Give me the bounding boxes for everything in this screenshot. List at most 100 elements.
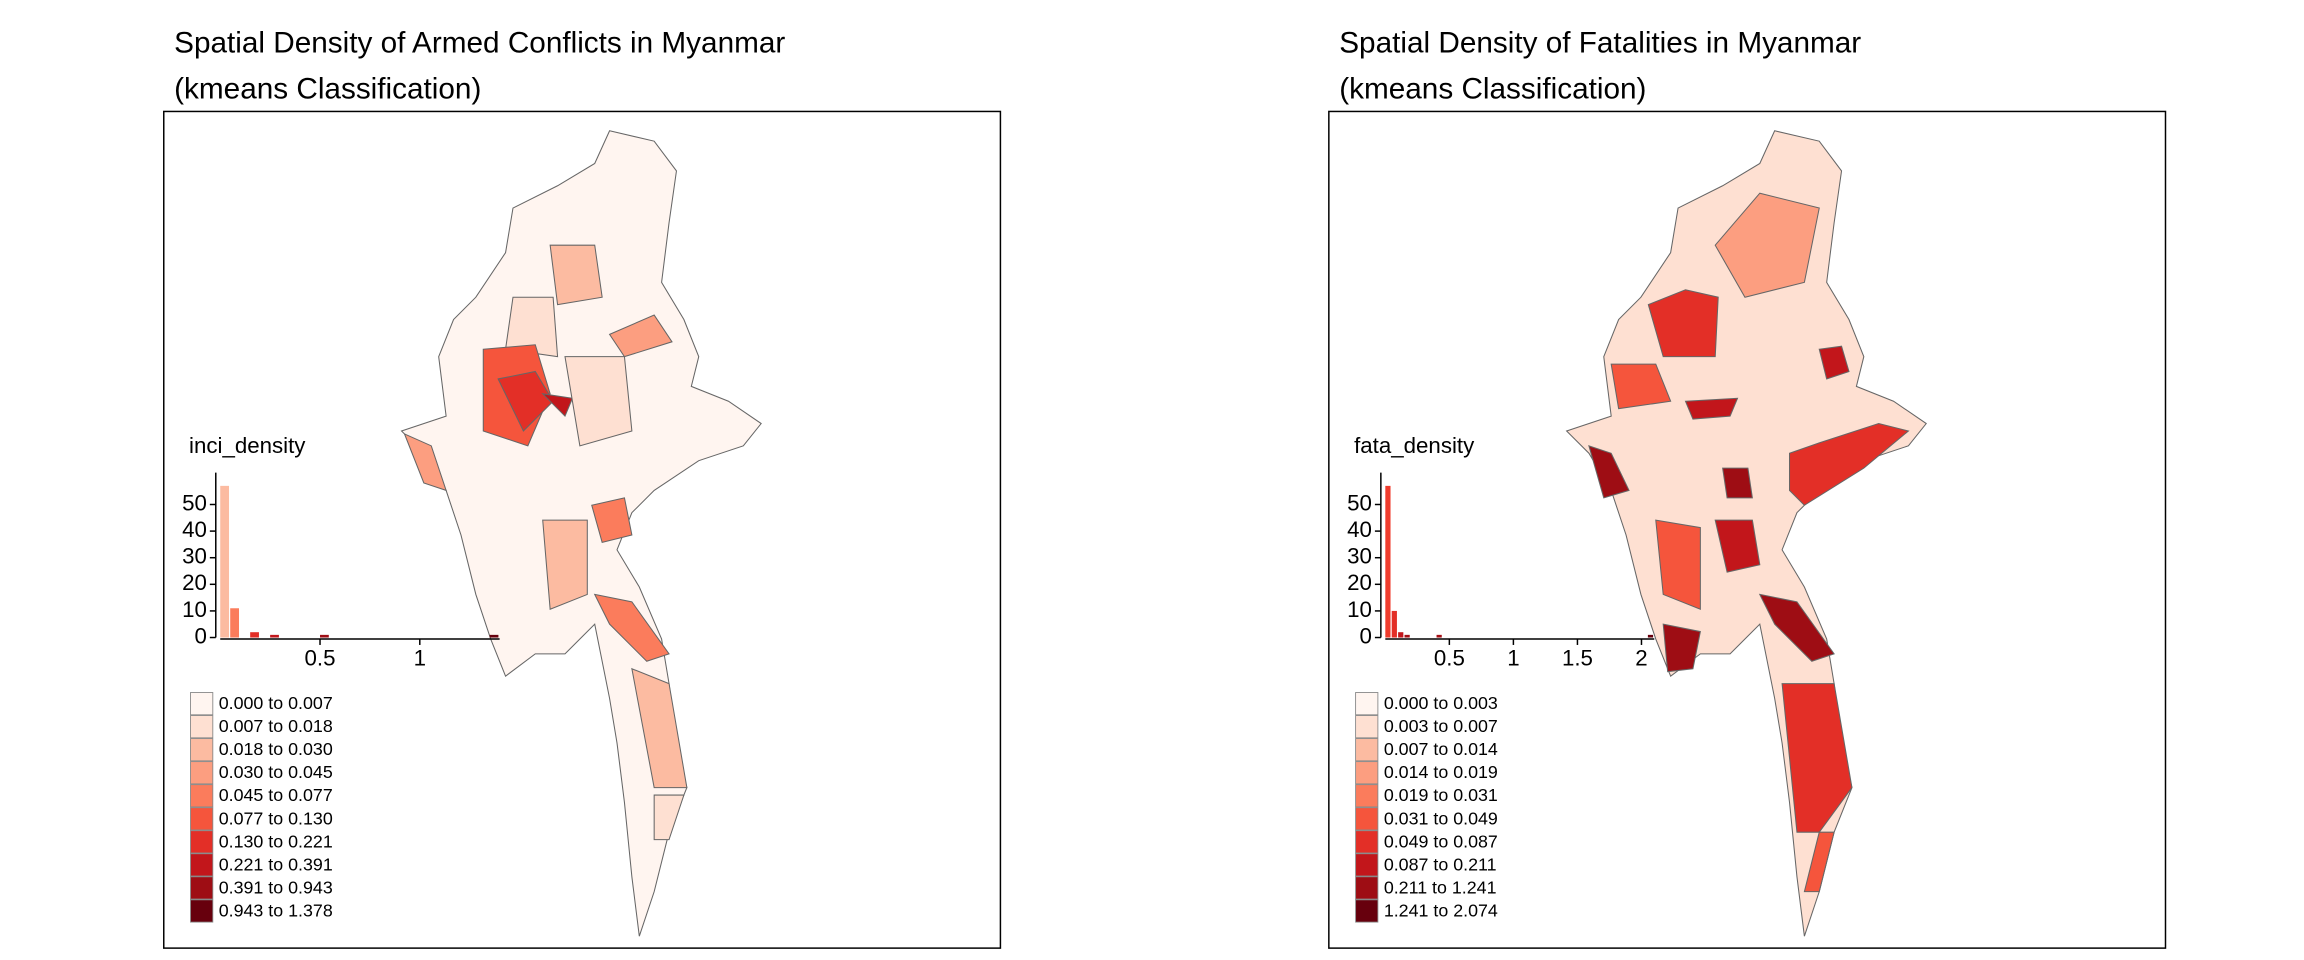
histogram-bar bbox=[1436, 634, 1442, 638]
legend-swatch bbox=[1355, 692, 1379, 716]
map bbox=[400, 130, 762, 937]
panel-frame bbox=[163, 110, 1002, 949]
region bbox=[1781, 683, 1853, 833]
legend-swatch bbox=[1355, 738, 1379, 762]
region bbox=[1647, 289, 1719, 358]
histogram-bar bbox=[270, 634, 279, 638]
legend-swatch bbox=[190, 715, 214, 739]
region bbox=[564, 356, 633, 447]
y-tick-label: 50 bbox=[182, 490, 207, 515]
region bbox=[541, 393, 574, 418]
histogram-bar bbox=[220, 485, 230, 638]
y-tick-label: 40 bbox=[182, 517, 207, 542]
x-tick-label: 0.5 bbox=[305, 646, 336, 671]
legend-title: fata_density bbox=[1354, 433, 1475, 458]
x-tick-label: 1.5 bbox=[1562, 646, 1593, 671]
legend-label: 0.077 to 0.130 bbox=[219, 808, 333, 828]
legend-label: 0.049 to 0.087 bbox=[1384, 831, 1498, 851]
legend-label: 0.130 to 0.221 bbox=[219, 831, 333, 851]
legend-label: 0.943 to 1.378 bbox=[219, 900, 333, 920]
y-tick-label: 30 bbox=[1347, 544, 1372, 569]
y-tick-label: 50 bbox=[1347, 490, 1372, 515]
legend-swatch bbox=[190, 784, 214, 808]
region bbox=[403, 432, 447, 492]
legend-swatch bbox=[190, 853, 214, 877]
region bbox=[1684, 397, 1739, 420]
y-tick-label: 10 bbox=[1347, 597, 1372, 622]
legend-label: 1.241 to 2.074 bbox=[1384, 900, 1498, 920]
histogram-bar bbox=[230, 608, 240, 638]
y-tick-label: 30 bbox=[182, 544, 207, 569]
y-tick-label: 20 bbox=[1347, 570, 1372, 595]
y-tick-label: 0 bbox=[1360, 623, 1372, 648]
region bbox=[591, 497, 633, 544]
legend-swatch bbox=[1355, 853, 1379, 877]
legend-label: 0.211 to 1.241 bbox=[1384, 877, 1497, 897]
map-title: Spatial Density of Fatalities in Myanmar bbox=[1339, 26, 1861, 59]
legend-swatch bbox=[1355, 876, 1379, 900]
histogram-bar bbox=[489, 634, 499, 638]
legend-label: 0.031 to 0.049 bbox=[1384, 808, 1498, 828]
legend-swatch bbox=[1355, 715, 1379, 739]
panel-frame bbox=[1328, 110, 2167, 949]
legend-swatch bbox=[190, 738, 214, 762]
region bbox=[1662, 623, 1701, 673]
legend-swatch bbox=[190, 876, 214, 900]
region bbox=[1722, 467, 1753, 499]
region bbox=[631, 667, 688, 789]
map-subtitle: (kmeans Classification) bbox=[174, 72, 481, 105]
legend-label: 0.000 to 0.007 bbox=[219, 693, 333, 713]
region bbox=[542, 519, 588, 611]
x-tick-label: 2 bbox=[1635, 646, 1647, 671]
region bbox=[1714, 519, 1761, 573]
legend-label: 0.007 to 0.018 bbox=[219, 716, 333, 736]
legend-label: 0.030 to 0.045 bbox=[219, 762, 333, 782]
region bbox=[1758, 593, 1835, 662]
legend-label: 0.018 to 0.030 bbox=[219, 739, 333, 759]
region bbox=[504, 296, 559, 358]
legend-swatch bbox=[1355, 899, 1379, 923]
y-tick-label: 40 bbox=[1347, 517, 1372, 542]
legend-label: 0.391 to 0.943 bbox=[219, 877, 333, 897]
histogram-bar bbox=[1404, 634, 1410, 638]
legend-title: inci_density bbox=[189, 433, 306, 458]
legend-swatch bbox=[190, 830, 214, 854]
legend-swatch bbox=[1355, 830, 1379, 854]
legend-swatch bbox=[1355, 784, 1379, 808]
map-title: Spatial Density of Armed Conflicts in My… bbox=[174, 26, 785, 59]
legend-label: 0.014 to 0.019 bbox=[1384, 762, 1498, 782]
legend-swatch bbox=[190, 899, 214, 923]
region bbox=[1803, 831, 1835, 893]
y-tick-label: 0 bbox=[194, 623, 206, 648]
histogram-bar bbox=[250, 632, 259, 638]
map bbox=[1565, 130, 1927, 937]
region bbox=[653, 794, 685, 841]
region bbox=[549, 244, 603, 306]
histogram-bar bbox=[1647, 634, 1654, 638]
legend-label: 0.019 to 0.031 bbox=[1384, 785, 1498, 805]
legend-swatch bbox=[190, 807, 214, 831]
y-tick-label: 20 bbox=[182, 570, 207, 595]
region bbox=[593, 593, 670, 662]
histogram-bar bbox=[1385, 485, 1391, 638]
legend-swatch bbox=[1355, 761, 1379, 785]
region bbox=[1610, 363, 1672, 410]
map-subtitle: (kmeans Classification) bbox=[1339, 72, 1646, 105]
y-tick-label: 10 bbox=[182, 597, 207, 622]
legend-label: 0.007 to 0.014 bbox=[1384, 739, 1498, 759]
region bbox=[1655, 519, 1701, 611]
legend-label: 0.000 to 0.003 bbox=[1384, 693, 1498, 713]
legend-label: 0.045 to 0.077 bbox=[219, 785, 333, 805]
legend-label: 0.003 to 0.007 bbox=[1384, 716, 1498, 736]
x-tick-label: 1 bbox=[414, 646, 426, 671]
region bbox=[1714, 192, 1820, 298]
histogram-bar bbox=[1398, 632, 1404, 638]
x-tick-label: 1 bbox=[1507, 646, 1519, 671]
legend-label: 0.221 to 0.391 bbox=[219, 854, 333, 874]
region bbox=[1789, 422, 1910, 506]
legend-label: 0.087 to 0.211 bbox=[1384, 854, 1497, 874]
region bbox=[608, 314, 673, 358]
x-tick-label: 0.5 bbox=[1434, 646, 1465, 671]
legend-swatch bbox=[1355, 807, 1379, 831]
